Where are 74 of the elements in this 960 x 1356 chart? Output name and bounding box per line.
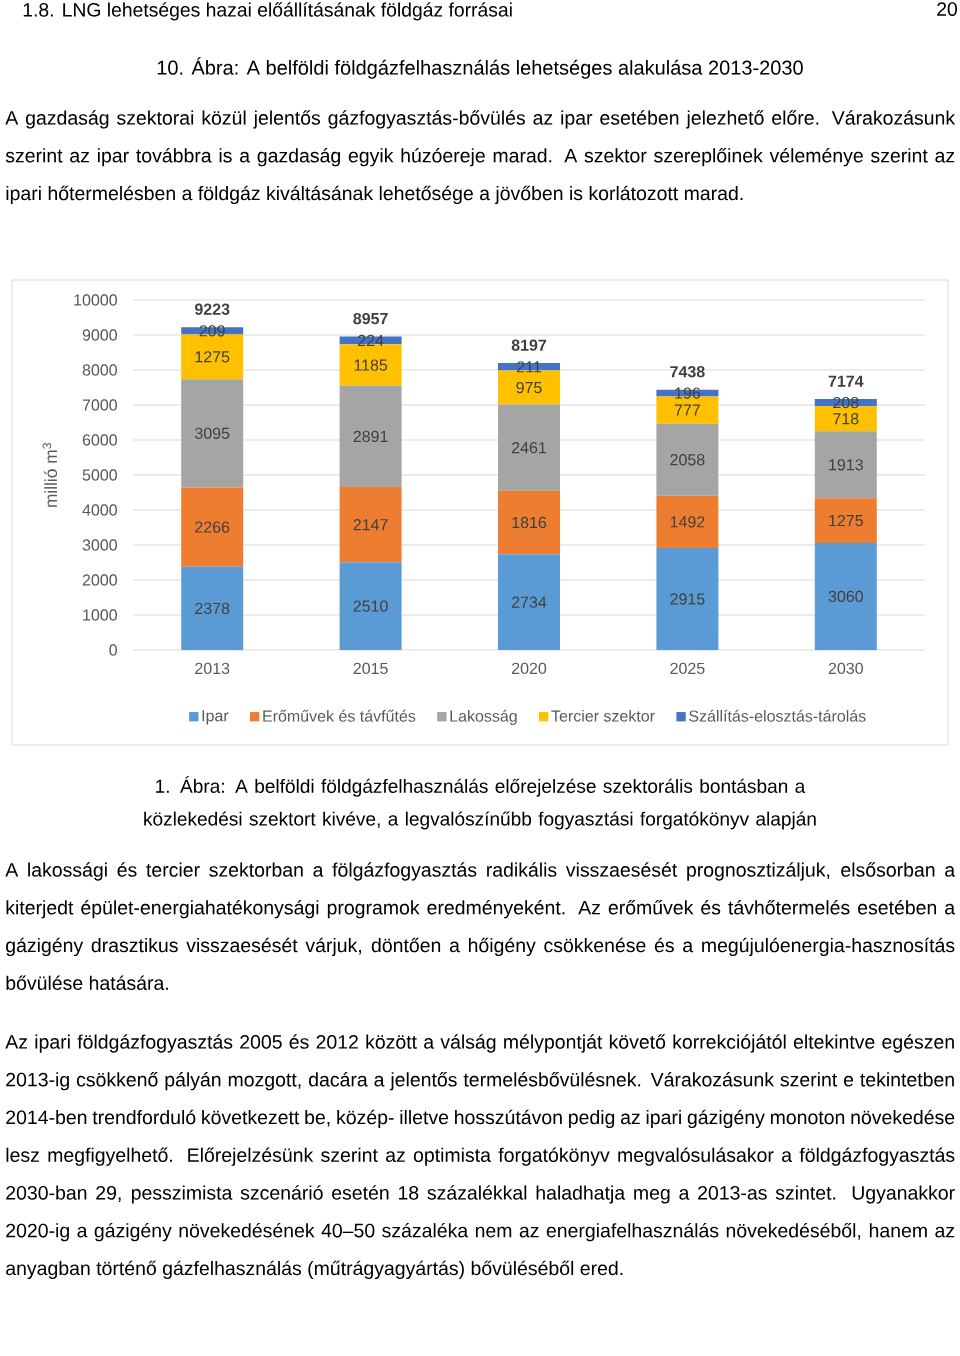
data-label: 1275 <box>829 514 863 527</box>
bar <box>498 490 560 555</box>
data-label: 1913 <box>829 459 863 471</box>
data-label: 209 <box>199 325 225 337</box>
x-tick-label: 2030 <box>828 662 863 675</box>
data-label: 975 <box>516 381 542 394</box>
x-tick-label: 2015 <box>353 662 388 675</box>
y-tick-label: 8000 <box>82 364 117 376</box>
text: 20 <box>937 2 957 16</box>
text: 10. Ábra: A belföldi földgázfelhasználás lehetséges alakulása 2013-2030 <box>157 57 803 79</box>
data-label: 2891 <box>353 430 388 443</box>
bar <box>814 498 877 543</box>
bar <box>339 562 402 650</box>
y-tick-label: 0 <box>109 644 118 656</box>
bar <box>339 385 402 487</box>
y-tick-label: 5000 <box>82 469 117 481</box>
data-label: 3095 <box>195 427 230 439</box>
data-label: 208 <box>833 396 859 409</box>
data-label: 718 <box>833 413 859 425</box>
x-tick-label: 2013 <box>195 662 230 675</box>
data-label: 1492 <box>670 516 705 528</box>
bar <box>498 404 560 491</box>
data-label: 2378 <box>195 602 230 615</box>
legend-label: Tercier szektor <box>551 709 655 722</box>
data-label: 1275 <box>195 351 230 363</box>
data-label: 1185 <box>354 359 388 371</box>
y-tick-label: 7000 <box>82 399 117 411</box>
bar <box>181 379 244 488</box>
total-label: 9223 <box>194 303 230 315</box>
y-tick-label: 2000 <box>82 574 117 586</box>
bar <box>339 344 402 386</box>
y-tick-label: 10000 <box>74 294 117 306</box>
data-label: 2266 <box>195 521 230 533</box>
bar <box>656 495 719 548</box>
y-tick-label: 3000 <box>82 539 117 551</box>
text: 1.8. LNG lehetséges hazai előállításának földgáz forrásai <box>23 2 512 21</box>
text: Az ipari földgázfogyasztás 2005 és 2012 között a válság mélypontját követő korrekciójától eltekintve egészen 2013-ig csökkenő pályán mozgott, dacára a jelentős termelésbővülésnek. Várakozásunk szerint e tekintetben 2014-ben trendforduló következett be, közép- illetve hosszútávon pedig az ipari gázigény monoton növekedése lesz megfigyelhető. Előrejelzésünk szerint az optimista forgatókönyv megvalósulásakor a földgázfogyasztás 2030-ban 29, pesszimista szcenárió esetén 18 százalékkal haladhatja meg a 2013-as szintet. Ugyanakkor 2020-ig a gázigény növekedésének 40–50 százaléka nem az energiafelhasználás növekedéséből, hanem az anyagban történő gázfelhasználás (műtrágyagyártás) bővüléséből ered. <box>5 1034 955 1280</box>
data-label: 2147 <box>353 518 388 531</box>
legend-label: Lakosság <box>450 709 517 725</box>
text: A lakossági és tercier szektorban a fölgázfogyasztás radikális visszaesését prognosztizáljuk, elsősorban a kiterjedt épület-energiahatékonysági programok eredményeként. Az erőművek és távhőtermelés esetében a gázigény drasztikus visszaesését várjuk, döntően a hőigény csökkenése és a megújulóenergia-hasznosítás bővülése hatására. <box>5 862 956 990</box>
legend-label: Ipar <box>202 710 229 725</box>
y-axis-title: millió m$^{3}$ <box>42 443 58 507</box>
bar <box>656 423 719 496</box>
bar <box>181 487 244 567</box>
bar <box>814 542 877 650</box>
data-label: 2734 <box>512 596 547 608</box>
bar <box>339 487 402 563</box>
y-tick-label: 1000 <box>83 609 117 621</box>
bar <box>181 566 244 650</box>
data-label: 1816 <box>512 516 547 529</box>
total-label: 8957 <box>353 312 388 325</box>
y-tick-label: 4000 <box>82 504 117 516</box>
total-label: 7174 <box>828 375 864 387</box>
legend-label: Erőművek és távfűtés <box>263 709 416 722</box>
bar <box>656 547 719 650</box>
data-label: 211 <box>517 361 541 373</box>
data-label: 3060 <box>828 590 863 603</box>
text: 1. Ábra: A belföldi földgázfelhasználás előrejelzése szektorális bontásban a közlekedési szektort kivéve, a legvalószínűbb fogyasztási forgatókönyv alapján <box>144 776 816 830</box>
data-label: 2058 <box>670 454 705 466</box>
bar <box>498 554 560 650</box>
legend-label: Szállítás-elosztás-tárolás <box>689 709 866 722</box>
x-tick-label: 2025 <box>670 662 705 675</box>
data-label: 2510 <box>353 600 388 612</box>
data-label: 777 <box>674 404 700 416</box>
y-tick-label: 9000 <box>82 329 117 341</box>
bar <box>814 431 877 499</box>
data-label: 2461 <box>512 442 547 454</box>
y-tick-label: 6000 <box>82 434 117 446</box>
total-label: 7438 <box>670 366 705 378</box>
text: A gazdaság szektorai közül jelentős gázfogyasztás-bővülés az ipar esetében jelezhető előre. Várakozásunk szerint az ipar továbbra is a gazdaság egyik húzóereje marad. A szektor szereplőinek véleménye szerint az ipari hőtermelésben a földgáz kiváltásának lehetősége a jövőben is korlátozott marad. <box>5 110 956 205</box>
data-label: 224 <box>358 334 384 346</box>
data-label: 2915 <box>670 593 705 605</box>
x-tick-label: 2020 <box>512 662 547 675</box>
total-label: 8197 <box>511 339 547 351</box>
